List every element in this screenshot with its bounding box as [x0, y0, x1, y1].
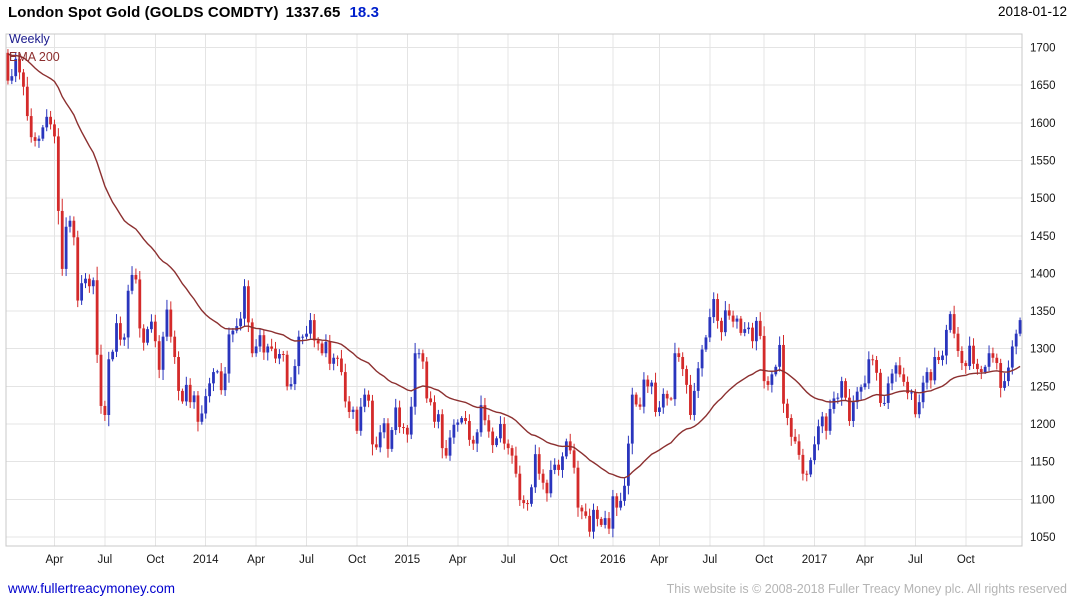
- svg-text:1500: 1500: [1030, 193, 1056, 205]
- svg-text:Oct: Oct: [550, 554, 569, 566]
- svg-text:1150: 1150: [1030, 457, 1055, 469]
- svg-text:1450: 1450: [1030, 231, 1056, 243]
- svg-text:1050: 1050: [1030, 532, 1056, 544]
- svg-text:Jul: Jul: [98, 554, 113, 566]
- svg-text:1650: 1650: [1030, 80, 1056, 92]
- svg-text:1250: 1250: [1030, 381, 1056, 393]
- page-footer: www.fullertreacymoney.com This website i…: [8, 581, 1067, 596]
- svg-text:Oct: Oct: [957, 554, 976, 566]
- svg-text:1400: 1400: [1030, 268, 1056, 280]
- website-link[interactable]: www.fullertreacymoney.com: [8, 581, 176, 596]
- svg-text:Jul: Jul: [702, 554, 717, 566]
- svg-text:Oct: Oct: [348, 554, 367, 566]
- svg-text:1200: 1200: [1030, 419, 1056, 431]
- svg-text:Oct: Oct: [755, 554, 774, 566]
- last-price: 1337.65: [285, 4, 341, 21]
- chart-header: London Spot Gold (GOLDS COMDTY) 1337.65 18…: [8, 4, 1067, 21]
- price-change: 18.3: [349, 4, 380, 21]
- svg-text:Oct: Oct: [146, 554, 165, 566]
- chart-date: 2018-01-12: [997, 4, 1067, 19]
- svg-text:Apr: Apr: [247, 554, 265, 566]
- svg-text:Apr: Apr: [449, 554, 467, 566]
- svg-text:Jul: Jul: [299, 554, 314, 566]
- svg-text:2017: 2017: [802, 554, 828, 566]
- svg-text:Apr: Apr: [856, 554, 874, 566]
- svg-text:2016: 2016: [600, 554, 626, 566]
- svg-text:Jul: Jul: [908, 554, 923, 566]
- svg-text:Jul: Jul: [501, 554, 516, 566]
- timeframe-label: Weekly: [9, 32, 50, 46]
- svg-text:1300: 1300: [1030, 344, 1056, 356]
- svg-text:Apr: Apr: [650, 554, 668, 566]
- svg-text:Apr: Apr: [46, 554, 64, 566]
- svg-text:1700: 1700: [1030, 43, 1056, 55]
- instrument-name: London Spot Gold (GOLDS COMDTY): [8, 4, 279, 21]
- svg-text:1350: 1350: [1030, 306, 1056, 318]
- y-axis-labels: 1050 1100 1150 1200 1250 1300 1350 1400 1450 1500…: [1030, 43, 1056, 544]
- svg-text:2014: 2014: [193, 554, 219, 566]
- svg-text:2015: 2015: [395, 554, 421, 566]
- price-chart: 1050 1100 1150 1200 1250 1300 1350 1400 1450 1500…: [5, 33, 1056, 566]
- candlesticks: [6, 49, 1022, 539]
- chart-title: London Spot Gold (GOLDS COMDTY) 1337.65 18…: [8, 4, 379, 21]
- gridlines: [5, 33, 1023, 547]
- svg-text:1100: 1100: [1030, 494, 1055, 506]
- ema-label: EMA 200: [9, 50, 60, 64]
- copyright-text: This website is © 2008-2018 Fuller Treac…: [666, 582, 1067, 596]
- svg-text:1550: 1550: [1030, 155, 1056, 167]
- svg-text:1600: 1600: [1030, 118, 1056, 130]
- ema-line: [7, 53, 1021, 479]
- x-axis-labels: Apr Jul Oct 2014 Apr Jul Oct 2015 Apr Jul Oct 2016 A…: [46, 554, 976, 566]
